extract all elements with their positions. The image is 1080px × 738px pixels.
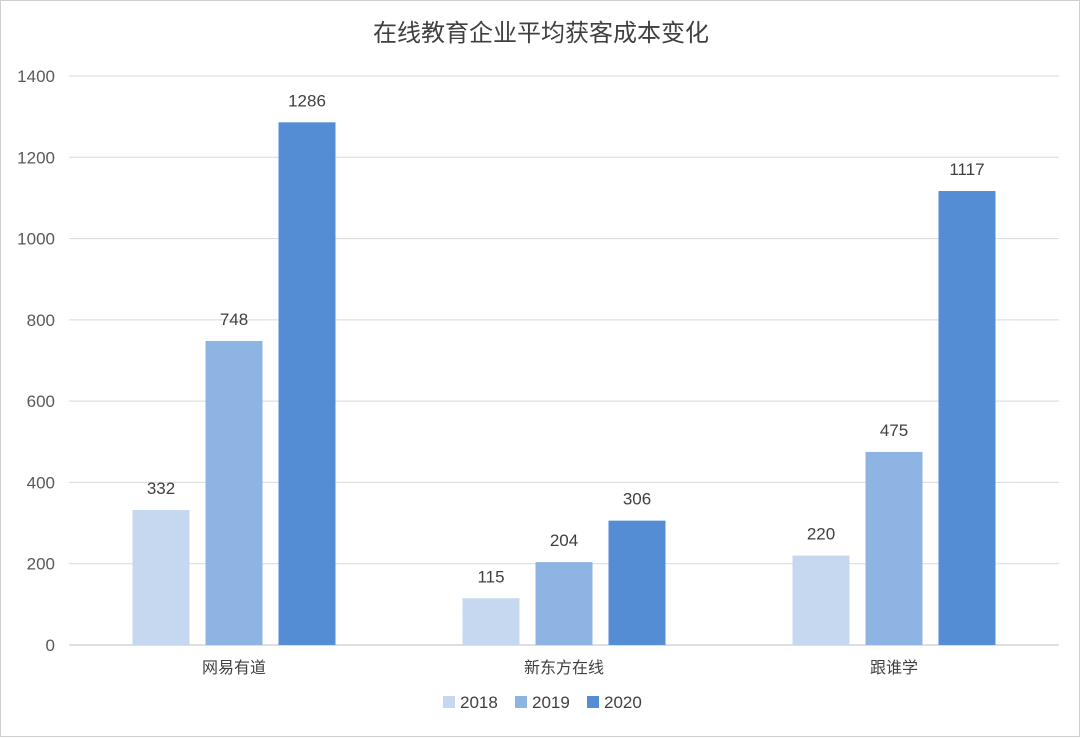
bar-2018 — [132, 510, 190, 645]
y-tick-label: 1000 — [17, 230, 55, 249]
y-axis-ticks: 0 200 400 600 800 1000 1200 1400 — [17, 67, 55, 655]
data-label: 1286 — [288, 91, 326, 110]
y-tick-label: 400 — [27, 473, 55, 492]
bar-2019 — [535, 562, 593, 645]
y-tick-label: 1400 — [17, 67, 55, 86]
y-tick-label: 200 — [27, 555, 55, 574]
legend-label: 2019 — [532, 693, 570, 712]
legend-label: 2018 — [460, 693, 498, 712]
y-tick-label: 0 — [46, 636, 55, 655]
legend-swatch-2020 — [587, 696, 599, 708]
category-label: 跟谁学 — [870, 658, 918, 677]
bar-2019 — [865, 451, 923, 645]
bar-2018 — [792, 555, 850, 645]
legend-swatch-2018 — [443, 696, 455, 708]
data-label: 204 — [550, 531, 578, 550]
data-label: 475 — [880, 421, 908, 440]
chart-title: 在线教育企业平均获客成本变化 — [373, 19, 709, 47]
data-label: 115 — [477, 567, 504, 586]
data-label: 220 — [807, 525, 835, 544]
bars — [132, 122, 996, 645]
bar-2020 — [278, 122, 336, 645]
data-label: 1117 — [949, 160, 984, 179]
y-tick-label: 1200 — [17, 148, 55, 167]
y-tick-label: 800 — [27, 311, 55, 330]
category-label: 网易有道 — [202, 658, 266, 677]
y-tick-label: 600 — [27, 392, 55, 411]
bar-2020 — [938, 191, 996, 645]
data-label: 332 — [147, 479, 175, 498]
data-label: 748 — [220, 310, 248, 329]
legend-swatch-2019 — [515, 696, 527, 708]
bar-2019 — [205, 340, 263, 645]
bar-2020 — [608, 520, 666, 645]
bar-2018 — [462, 598, 520, 645]
data-label: 306 — [623, 490, 651, 509]
x-axis-categories: 网易有道 新东方在线 跟谁学 — [202, 658, 918, 677]
data-labels: 332 748 1286 115 204 306 220 475 1117 — [147, 91, 985, 586]
legend-label: 2020 — [604, 693, 642, 712]
category-label: 新东方在线 — [524, 658, 604, 677]
legend: 2018 2019 2020 — [443, 693, 642, 712]
